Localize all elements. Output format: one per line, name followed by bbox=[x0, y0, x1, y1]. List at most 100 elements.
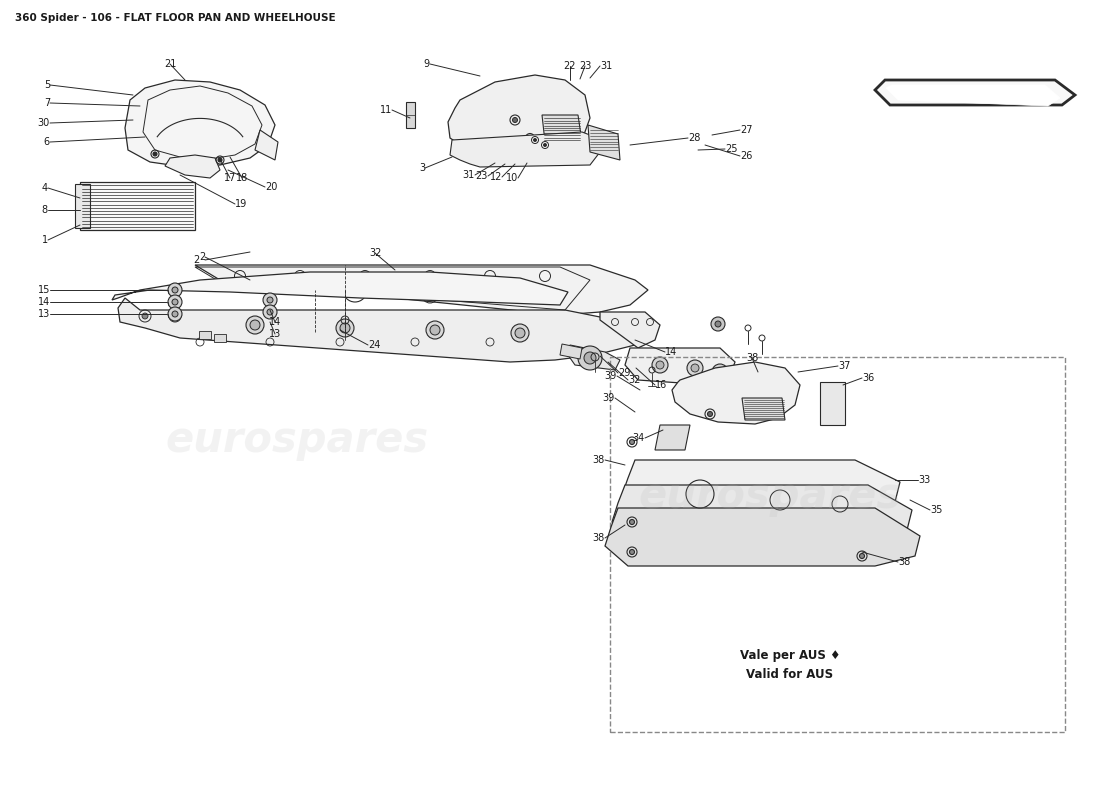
Circle shape bbox=[168, 295, 182, 309]
Circle shape bbox=[218, 158, 222, 162]
Text: 17: 17 bbox=[223, 173, 236, 183]
Polygon shape bbox=[605, 508, 920, 566]
Circle shape bbox=[340, 323, 350, 333]
Text: 2: 2 bbox=[194, 255, 200, 265]
Polygon shape bbox=[820, 382, 845, 425]
Text: 2: 2 bbox=[199, 252, 205, 262]
Text: 30: 30 bbox=[37, 118, 50, 128]
Circle shape bbox=[172, 299, 178, 305]
Circle shape bbox=[629, 439, 635, 445]
Circle shape bbox=[707, 411, 713, 417]
Text: Valid for AUS: Valid for AUS bbox=[747, 669, 834, 682]
Circle shape bbox=[263, 305, 277, 319]
Text: 18: 18 bbox=[235, 173, 249, 183]
Bar bbox=[214, 334, 225, 342]
Polygon shape bbox=[588, 125, 620, 160]
Text: Vale per AUS ♦: Vale per AUS ♦ bbox=[739, 649, 840, 662]
Text: 31: 31 bbox=[463, 170, 475, 180]
Polygon shape bbox=[118, 298, 640, 362]
Text: 28: 28 bbox=[688, 133, 701, 143]
Circle shape bbox=[688, 360, 703, 376]
Circle shape bbox=[515, 328, 525, 338]
Text: 25: 25 bbox=[725, 144, 737, 154]
Polygon shape bbox=[612, 485, 912, 540]
Circle shape bbox=[246, 316, 264, 334]
Polygon shape bbox=[542, 115, 582, 142]
Circle shape bbox=[267, 297, 273, 303]
Circle shape bbox=[426, 321, 444, 339]
Polygon shape bbox=[560, 344, 582, 359]
Text: 39: 39 bbox=[603, 393, 615, 403]
Text: eurospares: eurospares bbox=[165, 419, 429, 461]
Text: 21: 21 bbox=[164, 59, 176, 69]
Text: 24: 24 bbox=[368, 340, 381, 350]
Text: 360 Spider - 106 - FLAT FLOOR PAN AND WHEELHOUSE: 360 Spider - 106 - FLAT FLOOR PAN AND WH… bbox=[15, 13, 335, 23]
Polygon shape bbox=[165, 155, 220, 178]
Circle shape bbox=[153, 152, 157, 156]
Text: 26: 26 bbox=[740, 151, 752, 161]
Text: 15: 15 bbox=[37, 285, 50, 295]
Text: 38: 38 bbox=[898, 557, 911, 567]
Polygon shape bbox=[568, 345, 620, 370]
Circle shape bbox=[712, 364, 728, 380]
Text: 3: 3 bbox=[419, 163, 425, 173]
Circle shape bbox=[715, 321, 720, 327]
Text: 35: 35 bbox=[930, 505, 943, 515]
Circle shape bbox=[267, 309, 273, 315]
Text: 23: 23 bbox=[579, 61, 591, 71]
Circle shape bbox=[584, 352, 596, 364]
Polygon shape bbox=[255, 130, 278, 160]
Text: 36: 36 bbox=[862, 373, 874, 383]
Circle shape bbox=[263, 293, 277, 307]
Text: 13: 13 bbox=[268, 329, 282, 339]
Circle shape bbox=[168, 283, 182, 297]
Circle shape bbox=[656, 361, 664, 369]
Circle shape bbox=[711, 317, 725, 331]
Polygon shape bbox=[654, 425, 690, 450]
Text: 10: 10 bbox=[506, 173, 518, 183]
Polygon shape bbox=[886, 85, 1060, 106]
Text: 19: 19 bbox=[235, 199, 248, 209]
Circle shape bbox=[513, 118, 517, 122]
Text: 34: 34 bbox=[632, 433, 645, 443]
Circle shape bbox=[578, 346, 602, 370]
Text: 6: 6 bbox=[44, 137, 50, 147]
Text: 8: 8 bbox=[42, 205, 48, 215]
Text: 27: 27 bbox=[740, 125, 752, 135]
Text: 5: 5 bbox=[44, 80, 50, 90]
Circle shape bbox=[629, 550, 635, 554]
Text: 7: 7 bbox=[44, 98, 50, 108]
Text: 37: 37 bbox=[838, 361, 850, 371]
Bar bbox=[610, 357, 1065, 732]
Text: 38: 38 bbox=[593, 533, 605, 543]
Circle shape bbox=[859, 554, 865, 558]
Text: 22: 22 bbox=[563, 61, 576, 71]
Text: 33: 33 bbox=[918, 475, 931, 485]
Polygon shape bbox=[80, 182, 195, 230]
Circle shape bbox=[716, 368, 724, 376]
Circle shape bbox=[336, 319, 354, 337]
Circle shape bbox=[534, 138, 537, 142]
Circle shape bbox=[430, 325, 440, 335]
Text: 29: 29 bbox=[618, 368, 630, 378]
Polygon shape bbox=[195, 265, 648, 315]
Polygon shape bbox=[112, 272, 568, 305]
Circle shape bbox=[172, 287, 178, 293]
Text: 14: 14 bbox=[666, 347, 678, 357]
Text: 32: 32 bbox=[368, 248, 382, 258]
Text: 31: 31 bbox=[600, 61, 613, 71]
Text: 14: 14 bbox=[268, 317, 282, 327]
Text: eurospares: eurospares bbox=[638, 475, 902, 517]
Polygon shape bbox=[406, 102, 415, 128]
Text: 1: 1 bbox=[42, 235, 48, 245]
Text: 38: 38 bbox=[593, 455, 605, 465]
Polygon shape bbox=[625, 348, 735, 385]
Text: 32: 32 bbox=[628, 375, 640, 385]
Polygon shape bbox=[125, 80, 275, 167]
Text: 4: 4 bbox=[42, 183, 48, 193]
Circle shape bbox=[172, 313, 178, 319]
Circle shape bbox=[142, 313, 148, 319]
Text: 14: 14 bbox=[37, 297, 50, 307]
Text: 20: 20 bbox=[265, 182, 277, 192]
Circle shape bbox=[512, 324, 529, 342]
